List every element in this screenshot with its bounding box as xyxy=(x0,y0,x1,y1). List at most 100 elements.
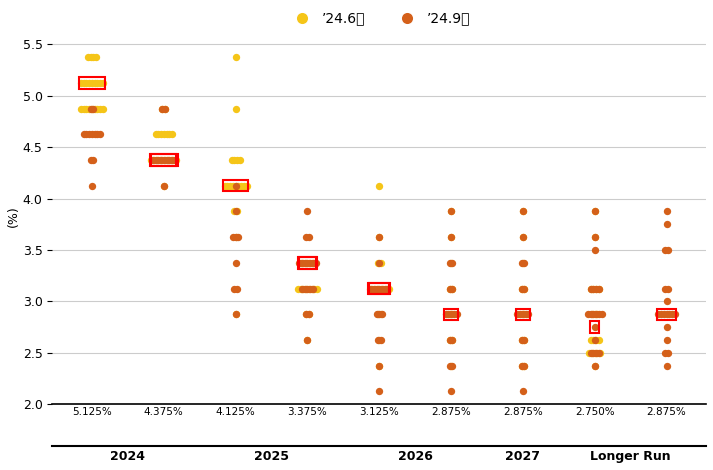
Point xyxy=(168,157,179,164)
Point xyxy=(150,131,161,138)
Point xyxy=(593,311,605,318)
Point xyxy=(590,285,602,292)
Point xyxy=(304,259,316,266)
Point xyxy=(515,362,527,369)
Bar xyxy=(299,257,316,268)
Point xyxy=(78,105,89,112)
Point xyxy=(162,157,173,164)
Point xyxy=(302,336,313,344)
Point xyxy=(660,285,671,292)
Point xyxy=(88,105,99,112)
Point xyxy=(94,79,106,86)
Point xyxy=(444,285,456,292)
Point xyxy=(88,54,99,61)
Point xyxy=(92,105,103,112)
Point xyxy=(447,362,458,369)
Point xyxy=(372,336,384,344)
Point xyxy=(365,285,376,292)
Bar xyxy=(79,77,105,88)
Point xyxy=(297,285,309,292)
Point xyxy=(593,349,605,357)
Point xyxy=(89,105,101,112)
Point xyxy=(518,285,530,292)
Point xyxy=(515,259,527,266)
Point xyxy=(374,285,385,292)
Point xyxy=(166,157,178,164)
Point xyxy=(230,182,241,189)
Point xyxy=(89,79,101,86)
Point xyxy=(592,349,603,357)
Point xyxy=(158,182,170,189)
Point xyxy=(368,285,379,292)
Bar xyxy=(657,309,677,320)
Point xyxy=(590,311,602,318)
Point xyxy=(310,259,322,266)
Point xyxy=(447,336,458,344)
Point xyxy=(147,157,158,164)
Point xyxy=(83,131,95,138)
Point xyxy=(364,285,376,292)
Point xyxy=(297,259,308,266)
Point xyxy=(661,208,672,215)
Point xyxy=(661,323,672,331)
Point xyxy=(89,131,101,138)
Point xyxy=(230,234,241,241)
Point xyxy=(518,311,530,318)
Bar xyxy=(368,283,391,294)
Point xyxy=(234,157,245,164)
Point xyxy=(515,336,527,344)
Point xyxy=(145,157,157,164)
Point xyxy=(227,182,239,189)
Point xyxy=(366,285,378,292)
Y-axis label: (%): (%) xyxy=(7,206,20,227)
Point xyxy=(78,131,89,138)
Point xyxy=(447,336,458,344)
Point xyxy=(160,105,171,112)
Point xyxy=(661,220,672,228)
Point xyxy=(589,311,600,318)
Point xyxy=(232,234,244,241)
Point xyxy=(222,182,233,189)
Point xyxy=(446,208,457,215)
Point xyxy=(376,311,388,318)
Point xyxy=(157,105,168,112)
Point xyxy=(661,336,672,344)
Point xyxy=(589,234,600,241)
Point xyxy=(163,131,175,138)
Point xyxy=(161,131,173,138)
Point xyxy=(306,285,317,292)
Point xyxy=(517,259,528,266)
Point xyxy=(592,311,603,318)
Point xyxy=(85,157,96,164)
Bar xyxy=(590,321,599,333)
Point xyxy=(153,157,164,164)
Point xyxy=(230,259,241,266)
Point xyxy=(307,259,319,266)
Point xyxy=(219,182,230,189)
Point xyxy=(589,336,600,344)
Point xyxy=(230,105,241,112)
Point xyxy=(303,234,314,241)
Point xyxy=(94,105,106,112)
Point xyxy=(299,259,310,266)
Bar xyxy=(223,180,248,191)
Point xyxy=(517,234,528,241)
Point xyxy=(303,285,314,292)
Point xyxy=(88,157,99,164)
Point xyxy=(446,234,457,241)
Point xyxy=(230,182,241,189)
Point xyxy=(589,208,600,215)
Point xyxy=(596,311,607,318)
Point xyxy=(302,208,313,215)
Point xyxy=(374,234,385,241)
Point xyxy=(448,311,459,318)
Point xyxy=(295,259,307,266)
Point xyxy=(158,131,170,138)
Point xyxy=(157,157,168,164)
Point xyxy=(518,285,530,292)
Point xyxy=(86,131,98,138)
Point xyxy=(660,246,671,254)
Point xyxy=(446,311,457,318)
Point xyxy=(593,285,605,292)
Point xyxy=(583,311,594,318)
